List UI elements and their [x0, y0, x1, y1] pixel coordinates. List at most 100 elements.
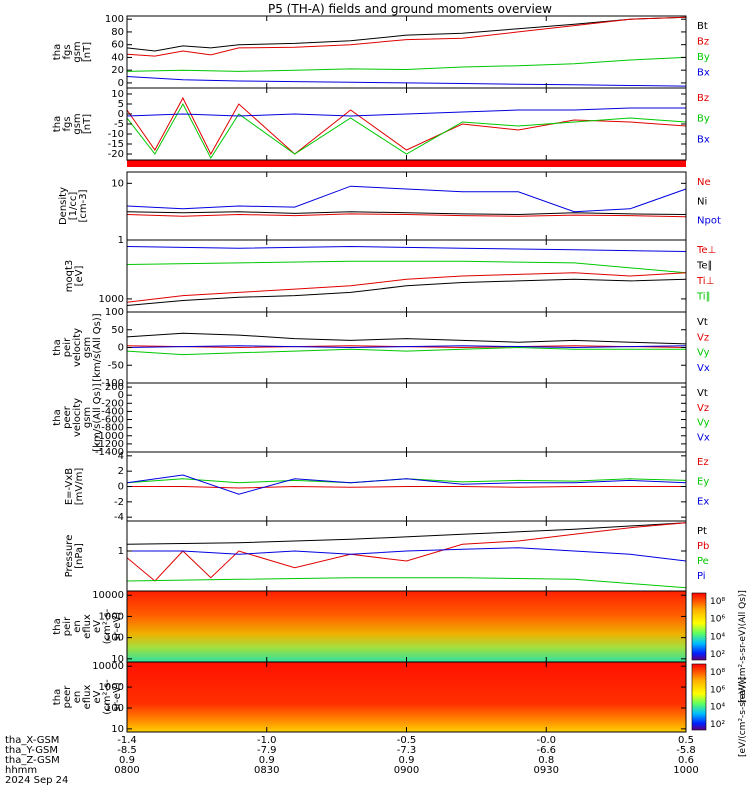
ylabel-1-1: fgs — [62, 116, 73, 131]
ytick-6-2: 0 — [118, 482, 124, 493]
ylabel-6-1: [mV/m] — [74, 468, 85, 506]
xaxis-row-label-1: tha_Y-GSM — [5, 745, 58, 756]
legend-1-1: By — [697, 114, 710, 125]
ytick-4-3: -50 — [108, 360, 124, 371]
legend-7-1: Pb — [697, 541, 709, 552]
xaxis-tick-3-1: -6.6 — [536, 745, 556, 756]
ytick-8-0: 10000 — [92, 590, 124, 601]
ytick-9-2: 100 — [105, 703, 124, 714]
ylabel-9-6: sr-eV) — [112, 682, 123, 711]
ytick-9-0: 10000 — [92, 661, 124, 672]
xaxis-row-label-4: 2024 Sep 24 — [5, 775, 68, 786]
legend-4-2: Vy — [697, 348, 710, 359]
ylabel-4-1: peir — [62, 337, 73, 357]
series-7-Pe — [126, 577, 687, 589]
series-4-Vt — [126, 332, 687, 345]
xaxis-tick-2-3: 0900 — [394, 765, 419, 776]
panel-frame-2 — [126, 171, 687, 241]
ytick-1-4: -10 — [108, 129, 124, 140]
xaxis-tick-0-3: 0800 — [114, 765, 139, 776]
legend-3-1: Te∥ — [696, 261, 713, 272]
ytick-6-1: 2 — [118, 466, 124, 477]
ylabel-5-3: gsm — [82, 407, 93, 428]
legend-2-2: Npot — [697, 216, 721, 227]
xaxis-tick-4-2: 0.6 — [678, 755, 694, 766]
ylabel-3-1: [eV] — [74, 266, 85, 287]
series-2-Npot — [126, 185, 687, 213]
panel-2 — [126, 171, 687, 241]
legend-2-1: Ni — [697, 196, 707, 207]
series-3-Te⊥ — [126, 272, 687, 303]
ylabel-4-0: tha — [52, 339, 63, 355]
ytick-1-1: 5 — [118, 99, 124, 110]
ylabel-0-2: gsm — [72, 41, 83, 62]
series-3-Te∥ — [126, 278, 687, 306]
ytick-6-3: -2 — [114, 497, 124, 508]
ytick-0-3: 60 — [111, 40, 124, 51]
colorbar-9 — [691, 663, 707, 731]
ytick-1-0: 10 — [111, 89, 124, 100]
ylabel-6-0: E=-VxB — [64, 468, 75, 505]
ytick-7-0: 1 — [118, 546, 124, 557]
panel-8 — [126, 590, 707, 663]
colorbar-8 — [691, 592, 707, 661]
series-0-By — [126, 56, 687, 72]
series-3-Ti — [126, 245, 687, 252]
series-2-Ni — [126, 211, 687, 216]
legend-6-1: Ey — [697, 477, 709, 488]
legend-0-0: Bt — [697, 21, 708, 32]
ylabel-9-4: eV — [92, 690, 103, 703]
ytick-6-0: 4 — [118, 451, 124, 462]
legend-5-2: Vy — [697, 418, 710, 429]
ylabel-3-0: moqt3 — [64, 260, 75, 293]
ytick-9-3: 10 — [111, 724, 124, 735]
spectrogram-8 — [127, 591, 686, 662]
colorbar-tick-9-3: 10² — [710, 720, 725, 730]
ylabel-8-6: sr-eV) — [112, 612, 123, 641]
series-7-Pb — [126, 522, 687, 582]
xaxis-tick-2-0: -0.5 — [397, 735, 417, 746]
ytick-0-4: 80 — [111, 27, 124, 38]
panel-6 — [126, 451, 687, 522]
panel-frame-3 — [126, 239, 687, 313]
series-7-Pt — [126, 522, 687, 545]
legend-7-0: Pt — [697, 526, 707, 537]
legend-0-2: By — [697, 52, 710, 63]
ytick-1-6: -20 — [108, 149, 124, 160]
colorbar-tick-8-1: 10⁶ — [710, 615, 725, 625]
legend-7-3: Pi — [697, 571, 706, 582]
ylabel-8-0: tha — [52, 618, 63, 634]
ylabel-9-5: (cm²-s- — [102, 679, 113, 715]
xaxis-tick-4-0: 0.5 — [678, 735, 694, 746]
ylabel-2-2: [cm-3] — [78, 189, 89, 222]
ytick-5-7: -1200 — [95, 439, 124, 450]
panel-frame-0 — [126, 15, 687, 89]
colorbar-tick-8-0: 10⁸ — [710, 597, 725, 607]
ytick-5-3: -400 — [101, 406, 124, 417]
legend-5-3: Vx — [697, 432, 710, 443]
panel-7 — [126, 520, 687, 592]
ylabel-1-3: [nT] — [82, 114, 93, 134]
legend-1-0: Bz — [697, 93, 709, 104]
colorbar-label-8: [eV/(cm²-s-sr-eV)(All Qs)] — [738, 590, 748, 703]
legend-0-1: Bz — [697, 37, 709, 48]
ylabel-5-1: peer — [62, 405, 73, 429]
xaxis-tick-2-2: 0.9 — [399, 755, 415, 766]
colorbar-tick-9-1: 10⁶ — [710, 685, 725, 695]
xaxis-tick-0-1: -8.5 — [117, 745, 137, 756]
ytick-0-2: 40 — [111, 52, 124, 63]
ytick-5-4: -600 — [101, 415, 124, 426]
ytick-1-2: 0 — [118, 109, 124, 120]
xaxis-tick-4-3: 1000 — [673, 765, 698, 776]
series-4-Vy — [126, 346, 686, 356]
xaxis-tick-2-1: -7.3 — [397, 745, 417, 756]
ytick-6-4: -4 — [114, 512, 124, 523]
series-3-Ti∥ — [126, 260, 687, 274]
xaxis-tick-1-1: -7.9 — [257, 745, 277, 756]
ytick-1-5: -15 — [108, 139, 124, 150]
colorbar-tick-9-0: 10⁸ — [710, 668, 725, 678]
ytick-8-2: 100 — [105, 633, 124, 644]
ytick-1-3: -5 — [114, 119, 124, 130]
series-0-Bz — [126, 16, 687, 57]
